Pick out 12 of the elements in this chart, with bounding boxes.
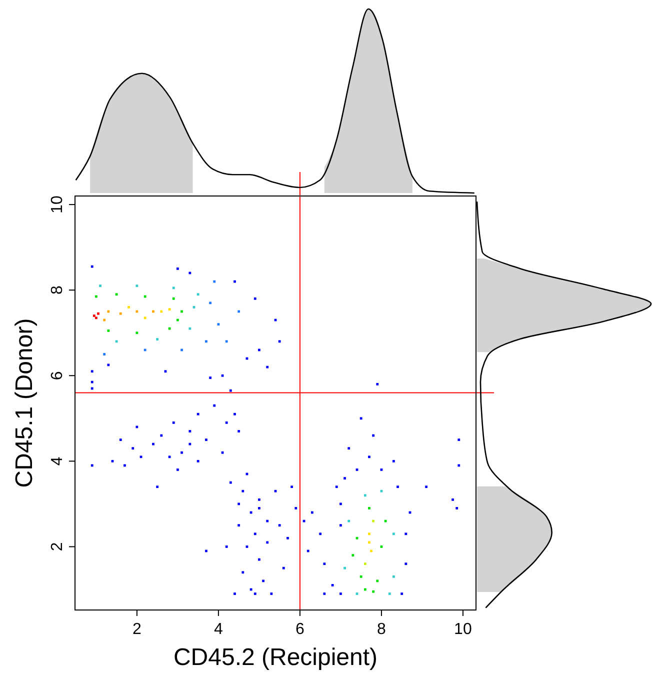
y-tick-label: 10 [49,196,66,214]
x-tick-label: 6 [296,621,304,638]
y-tick-label: 6 [49,371,66,380]
y-tick-label: 2 [49,542,66,552]
x-tick-label: 4 [214,621,223,638]
x-axis-title: CD45.2 (Recipient) [173,644,378,671]
y-axis-title: CD45.1 (Donor) [11,318,38,488]
x-tick-label: 2 [132,621,142,638]
x-tick-label: 10 [454,621,472,638]
y-tick-label: 8 [49,286,66,295]
y-tick-label: 4 [49,456,66,466]
x-tick-label: 8 [377,621,386,638]
